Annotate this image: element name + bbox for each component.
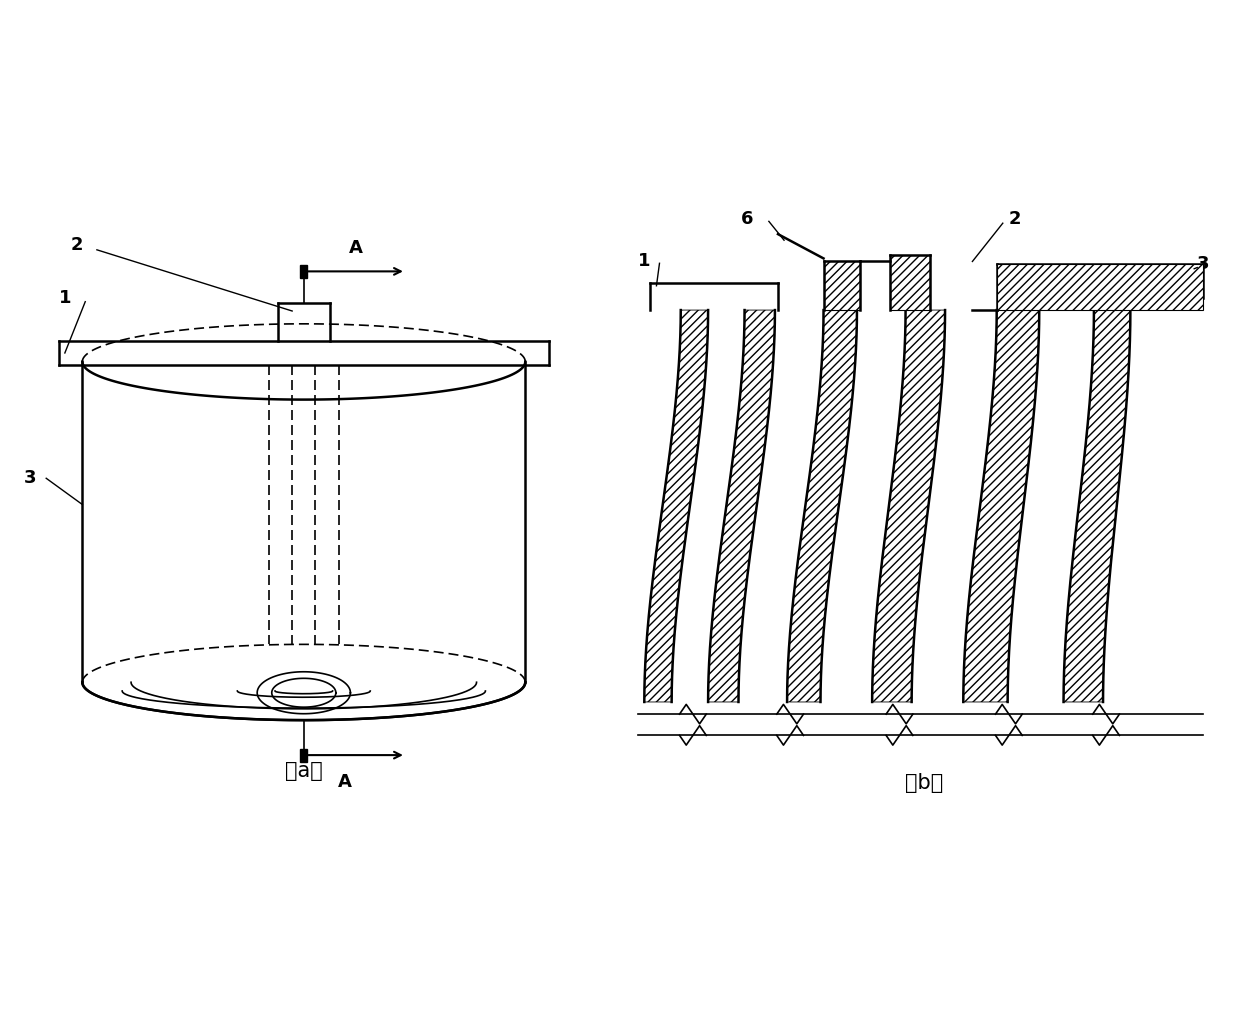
Polygon shape: [300, 749, 308, 762]
Text: （a）: （a）: [285, 762, 322, 781]
Text: 3: 3: [24, 469, 36, 487]
Polygon shape: [708, 310, 775, 702]
Text: A: A: [337, 773, 351, 791]
Text: A: A: [350, 239, 363, 257]
Text: 1: 1: [639, 252, 651, 270]
Polygon shape: [787, 310, 857, 702]
Text: 2: 2: [71, 236, 83, 254]
Polygon shape: [997, 264, 1203, 310]
Polygon shape: [300, 265, 308, 277]
Polygon shape: [890, 255, 930, 310]
Text: 3: 3: [1197, 255, 1209, 273]
Text: （b）: （b）: [905, 773, 942, 793]
Polygon shape: [1064, 310, 1131, 702]
Polygon shape: [645, 310, 708, 702]
Polygon shape: [963, 310, 1039, 702]
Text: 1: 1: [58, 289, 71, 307]
Text: 6: 6: [742, 210, 754, 228]
Polygon shape: [823, 261, 861, 310]
Text: 2: 2: [1008, 210, 1022, 228]
Polygon shape: [872, 310, 945, 702]
